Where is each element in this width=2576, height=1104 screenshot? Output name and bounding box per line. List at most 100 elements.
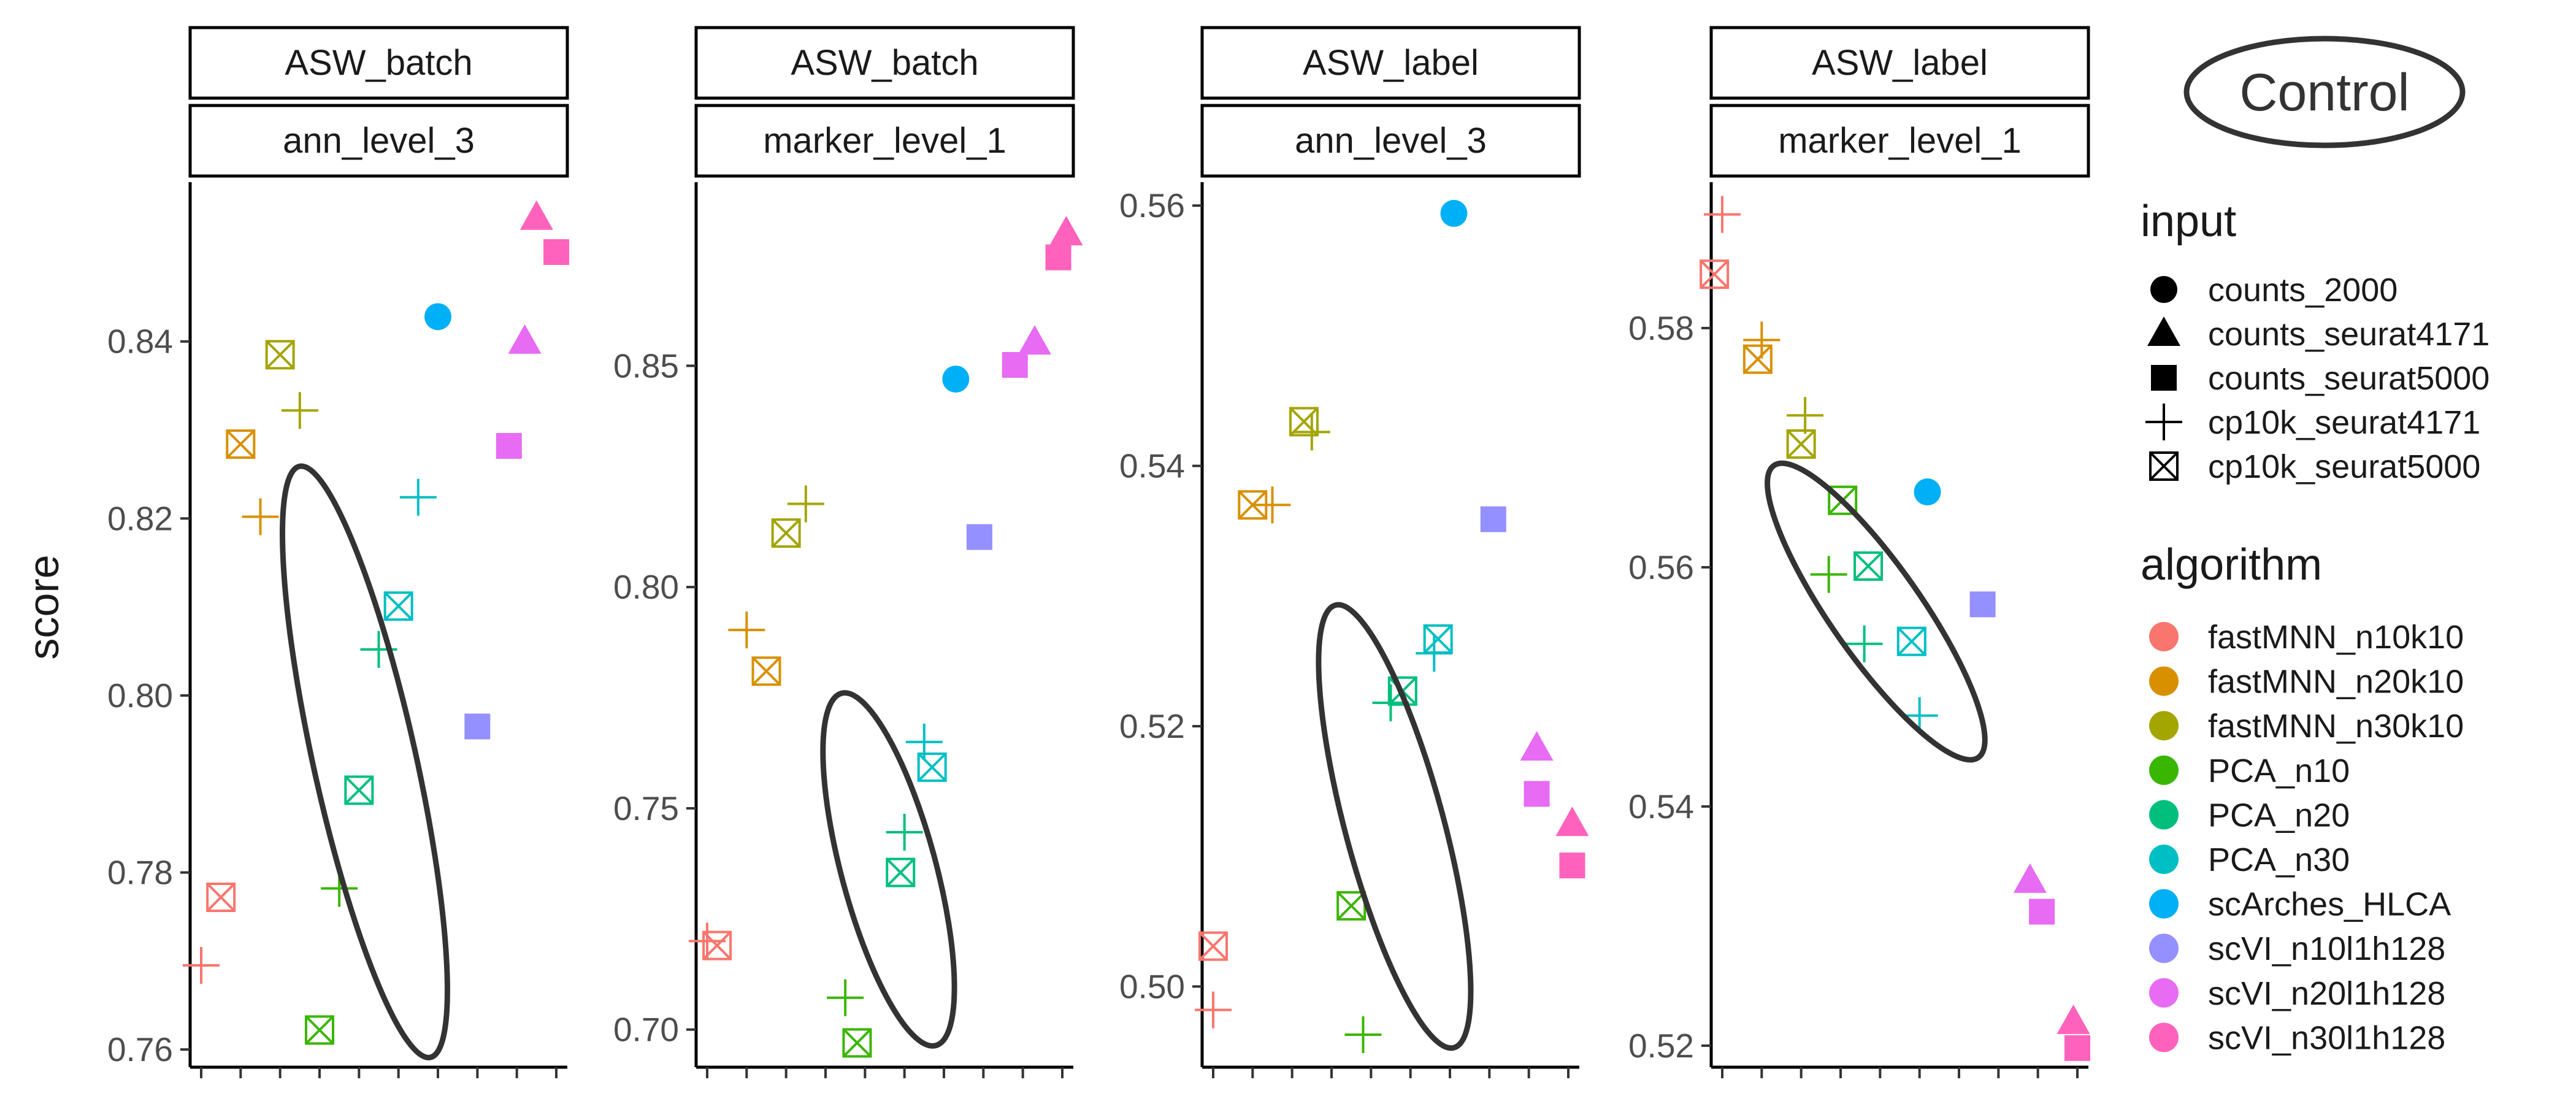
data-point-PCA_n10-boxcross [842,1028,872,1058]
legend-algorithm-label: PCA_n30 [2208,841,2350,878]
control-group-ellipse [280,463,450,1060]
data-point-fastMNN_n30k10-boxcross [1786,429,1816,459]
facet-strip-level-label: marker_level_1 [763,121,1006,161]
data-point-PCA_n10-plus [1344,1016,1382,1053]
data-point-fastMNN_n20k10-plus [1743,321,1781,359]
y-tick-label: 0.80 [613,568,679,606]
y-tick-label: 0.85 [613,347,679,385]
legend-input-key-triangle [2147,316,2180,346]
data-point-scVI_n10l1h128-square [1969,591,1996,618]
legend-input-title: input [2141,197,2236,246]
data-point-scVI_n20l1h128-triangle [1018,325,1051,355]
y-axis-title: score [20,554,67,659]
legend-algorithm-key [2149,845,2179,874]
data-point-scVI_n30l1h128-square [2064,1035,2090,1061]
facet-strip-level-label: ann_level_3 [1295,121,1487,161]
facet-strip-level [188,104,569,178]
data-point-PCA_n30-boxcross [383,591,413,621]
control-group-ellipse [820,690,957,1049]
legend-algorithm-key [2149,711,2179,741]
data-point-PCA_n20-plus [1846,625,1883,662]
data-point-fastMNN_n10k10-boxcross [1198,931,1228,961]
y-tick-label: 0.58 [1628,309,1694,347]
data-point-PCA_n20-boxcross [1853,551,1884,581]
legend-algorithm-key [2149,800,2179,830]
panel-2: ASW_batch marker_level_1 0.70 0.75 0.80 0.85 [613,26,1083,1078]
y-tick-label: 0.54 [1628,788,1694,826]
legend-algorithm-key [2149,978,2179,1008]
legend-input-label: counts_seurat5000 [2208,360,2490,397]
data-point-scArches_HLCA-circle [942,366,970,393]
legend-input-key-circle [2150,276,2177,303]
data-point-fastMNN_n10k10-boxcross [206,882,236,912]
y-tick-label: 0.84 [107,323,173,361]
facet-strip-metric [188,26,569,100]
facet-strip-metric-label: ASW_batch [285,43,472,83]
data-point-PCA_n10-boxcross [305,1015,334,1045]
data-point-PCA_n30-boxcross [917,752,947,782]
data-point-scVI_n20l1h128-square [496,433,522,459]
data-point-fastMNN_n10k10-plus [689,922,726,960]
data-point-fastMNN_n30k10-plus [787,485,824,523]
data-point-scArches_HLCA-circle [424,303,451,331]
y-tick-label: 0.56 [1628,548,1694,586]
data-point-scVI_n20l1h128-square [1002,351,1028,378]
panel-4: ASW_label marker_level_1 0.52 0.54 0.56 0.58 [1628,26,2090,1078]
data-point-scVI_n30l1h128-square [1045,244,1071,270]
legend-algorithm-key [2149,666,2179,696]
data-point-scVI_n20l1h128-square [1524,781,1550,807]
data-point-PCA_n20-boxcross [886,857,916,887]
data-point-fastMNN_n10k10-boxcross [1700,259,1730,289]
legend-algorithm-label: scVI_n20l1h128 [2208,975,2445,1012]
data-point-fastMNN_n30k10-boxcross [265,340,295,370]
facet-strip-metric [1200,26,1581,100]
data-point-scArches_HLCA-circle [1440,199,1468,227]
y-tick-label: 0.56 [1119,186,1185,224]
y-tick-label: 0.52 [1628,1027,1694,1065]
control-badge: Control [2183,36,2466,148]
data-point-fastMNN_n10k10-plus [1195,991,1232,1029]
data-point-scVI_n20l1h128-square [2029,899,2055,925]
legend-input-key-square [2151,365,2177,391]
legend-input-key-plus [2145,404,2182,440]
data-point-fastMNN_n20k10-plus [242,498,279,535]
data-point-scVI_n30l1h128-triangle [1555,807,1589,837]
panel-3: ASW_label ann_level_3 0.50 0.52 0.54 0.56 [1119,26,1589,1078]
data-point-scVI_n30l1h128-triangle [1049,215,1083,245]
y-tick-label: 0.78 [107,854,173,892]
data-point-fastMNN_n30k10-plus [1787,397,1824,434]
data-point-PCA_n30-boxcross [1896,626,1926,656]
data-point-scVI_n30l1h128-triangle [2057,1004,2090,1034]
control-badge-outline [2183,36,2466,148]
facet-strip-level [1200,104,1581,178]
y-tick-label: 0.52 [1119,707,1185,745]
facet-strip-metric [694,26,1075,100]
facet-strip-level [694,104,1075,178]
data-point-scArches_HLCA-circle [1914,478,1941,506]
data-point-fastMNN_n30k10-boxcross [771,518,801,548]
data-point-PCA_n30-plus [399,478,437,516]
facet-strip-level-label: marker_level_1 [1778,121,2022,161]
y-tick-label: 0.82 [107,499,173,537]
data-point-PCA_n20-plus [886,813,923,851]
panel-1: ASW_batch ann_level_3 0.76 0.78 0.80 0.82 0.84 [107,26,569,1078]
legend-algorithm-key [2149,755,2179,785]
legend-algorithm-key [2149,622,2179,651]
legend-algorithm-key [2149,933,2179,964]
data-point-scVI_n30l1h128-square [1559,853,1585,879]
y-tick-label: 0.70 [613,1011,679,1049]
data-point-fastMNN_n30k10-plus [281,392,318,429]
legend-input-label: counts_seurat4171 [2208,316,2490,353]
facet-strip-metric-label: ASW_batch [791,43,978,83]
data-point-scVI_n10l1h128-square [1480,506,1506,532]
data-point-scVI_n20l1h128-triangle [2013,863,2047,893]
facet-strip-level [1709,104,2090,178]
legend-algorithm-label: fastMNN_n20k10 [2208,664,2464,700]
facet-strip-metric-label: ASW_label [1812,43,1988,83]
legend-algorithm-label: scVI_n10l1h128 [2208,930,2445,967]
data-point-scVI_n30l1h128-triangle [519,200,553,230]
data-point-fastMNN_n20k10-boxcross [751,656,781,686]
legend-algorithm-label: scArches_HLCA [2208,886,2451,923]
y-tick-label: 0.50 [1119,967,1185,1005]
data-point-fastMNN_n10k10-boxcross [702,930,732,960]
